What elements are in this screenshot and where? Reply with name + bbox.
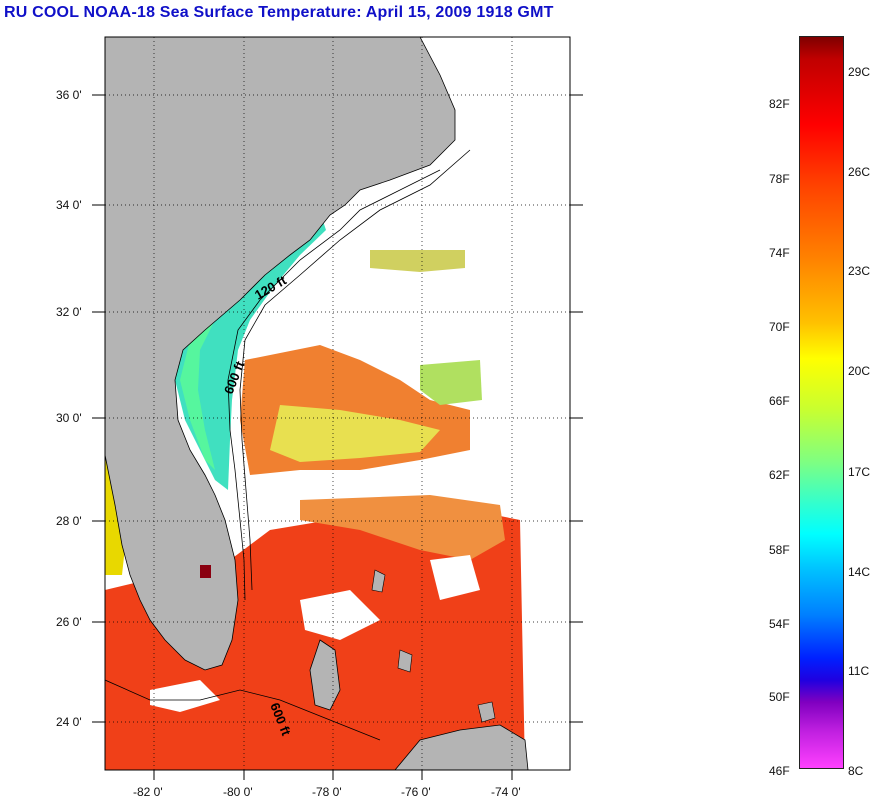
scale-label-20c: 20C: [848, 364, 871, 378]
cuba-land: [394, 724, 529, 770]
warm-band-2: [420, 360, 482, 405]
scale-label-23c: 23C: [848, 264, 871, 278]
scale-label-74f: 74F: [769, 246, 790, 260]
land-mass: [105, 37, 456, 671]
scale-label-66f: 66F: [769, 394, 790, 408]
scale-label-50f: 50F: [769, 690, 790, 704]
scale-label-58f: 58F: [769, 543, 790, 557]
map-frame: [104, 36, 571, 771]
island-small-3: [477, 701, 496, 723]
no-data-region: [525, 37, 570, 770]
island-small-1: [371, 569, 386, 593]
shelf-water: [175, 212, 326, 490]
lon-label-78: -78 0': [312, 785, 342, 799]
cloud-patch-1: [150, 680, 220, 712]
map-title: RU COOL NOAA-18 Sea Surface Temperature:…: [4, 4, 554, 21]
scale-label-29c: 29C: [848, 65, 871, 79]
lon-label-76: -76 0': [401, 785, 431, 799]
color-scale-bar: [799, 36, 844, 769]
scale-label-11c: 11C: [848, 664, 870, 678]
warm-band-3: [370, 250, 465, 272]
scale-label-17c: 17C: [848, 465, 871, 479]
lon-label-80: -80 0': [223, 785, 253, 799]
lat-label-34: 34 0': [56, 198, 82, 212]
scale-label-8c: 8C: [848, 764, 864, 778]
island-small-2: [397, 649, 413, 673]
scale-label-70f: 70F: [769, 320, 790, 334]
scale-label-62f: 62F: [769, 468, 790, 482]
scale-label-82f: 82F: [769, 97, 790, 111]
cloud-patch-2: [300, 590, 380, 640]
lon-label-74: -74 0': [491, 785, 521, 799]
cloud-patch-3: [430, 555, 480, 600]
isobath-600ft: [239, 149, 471, 591]
scale-label-54f: 54F: [769, 617, 790, 631]
map-ticks: [92, 94, 583, 780]
lat-label-24: 24 0': [56, 715, 82, 729]
lat-label-32: 32 0': [56, 305, 82, 319]
isobath-120ft: [227, 169, 441, 601]
bahamas-orange: [300, 495, 505, 560]
andros-island: [309, 639, 341, 711]
lat-label-36: 36 0': [56, 88, 82, 102]
isobath-gulf: [105, 679, 381, 741]
scale-label-26c: 26C: [848, 165, 871, 179]
scale-label-78f: 78F: [769, 172, 790, 186]
lat-label-30: 30 0': [56, 411, 82, 425]
lat-label-26: 26 0': [56, 615, 82, 629]
lake-okeechobee: [200, 565, 211, 578]
lon-label-82: -82 0': [133, 785, 163, 799]
scale-label-46f: 46F: [769, 764, 790, 778]
warm-band-1: [270, 405, 440, 462]
lat-label-28: 28 0': [56, 514, 82, 528]
scale-label-14c: 14C: [848, 565, 871, 579]
